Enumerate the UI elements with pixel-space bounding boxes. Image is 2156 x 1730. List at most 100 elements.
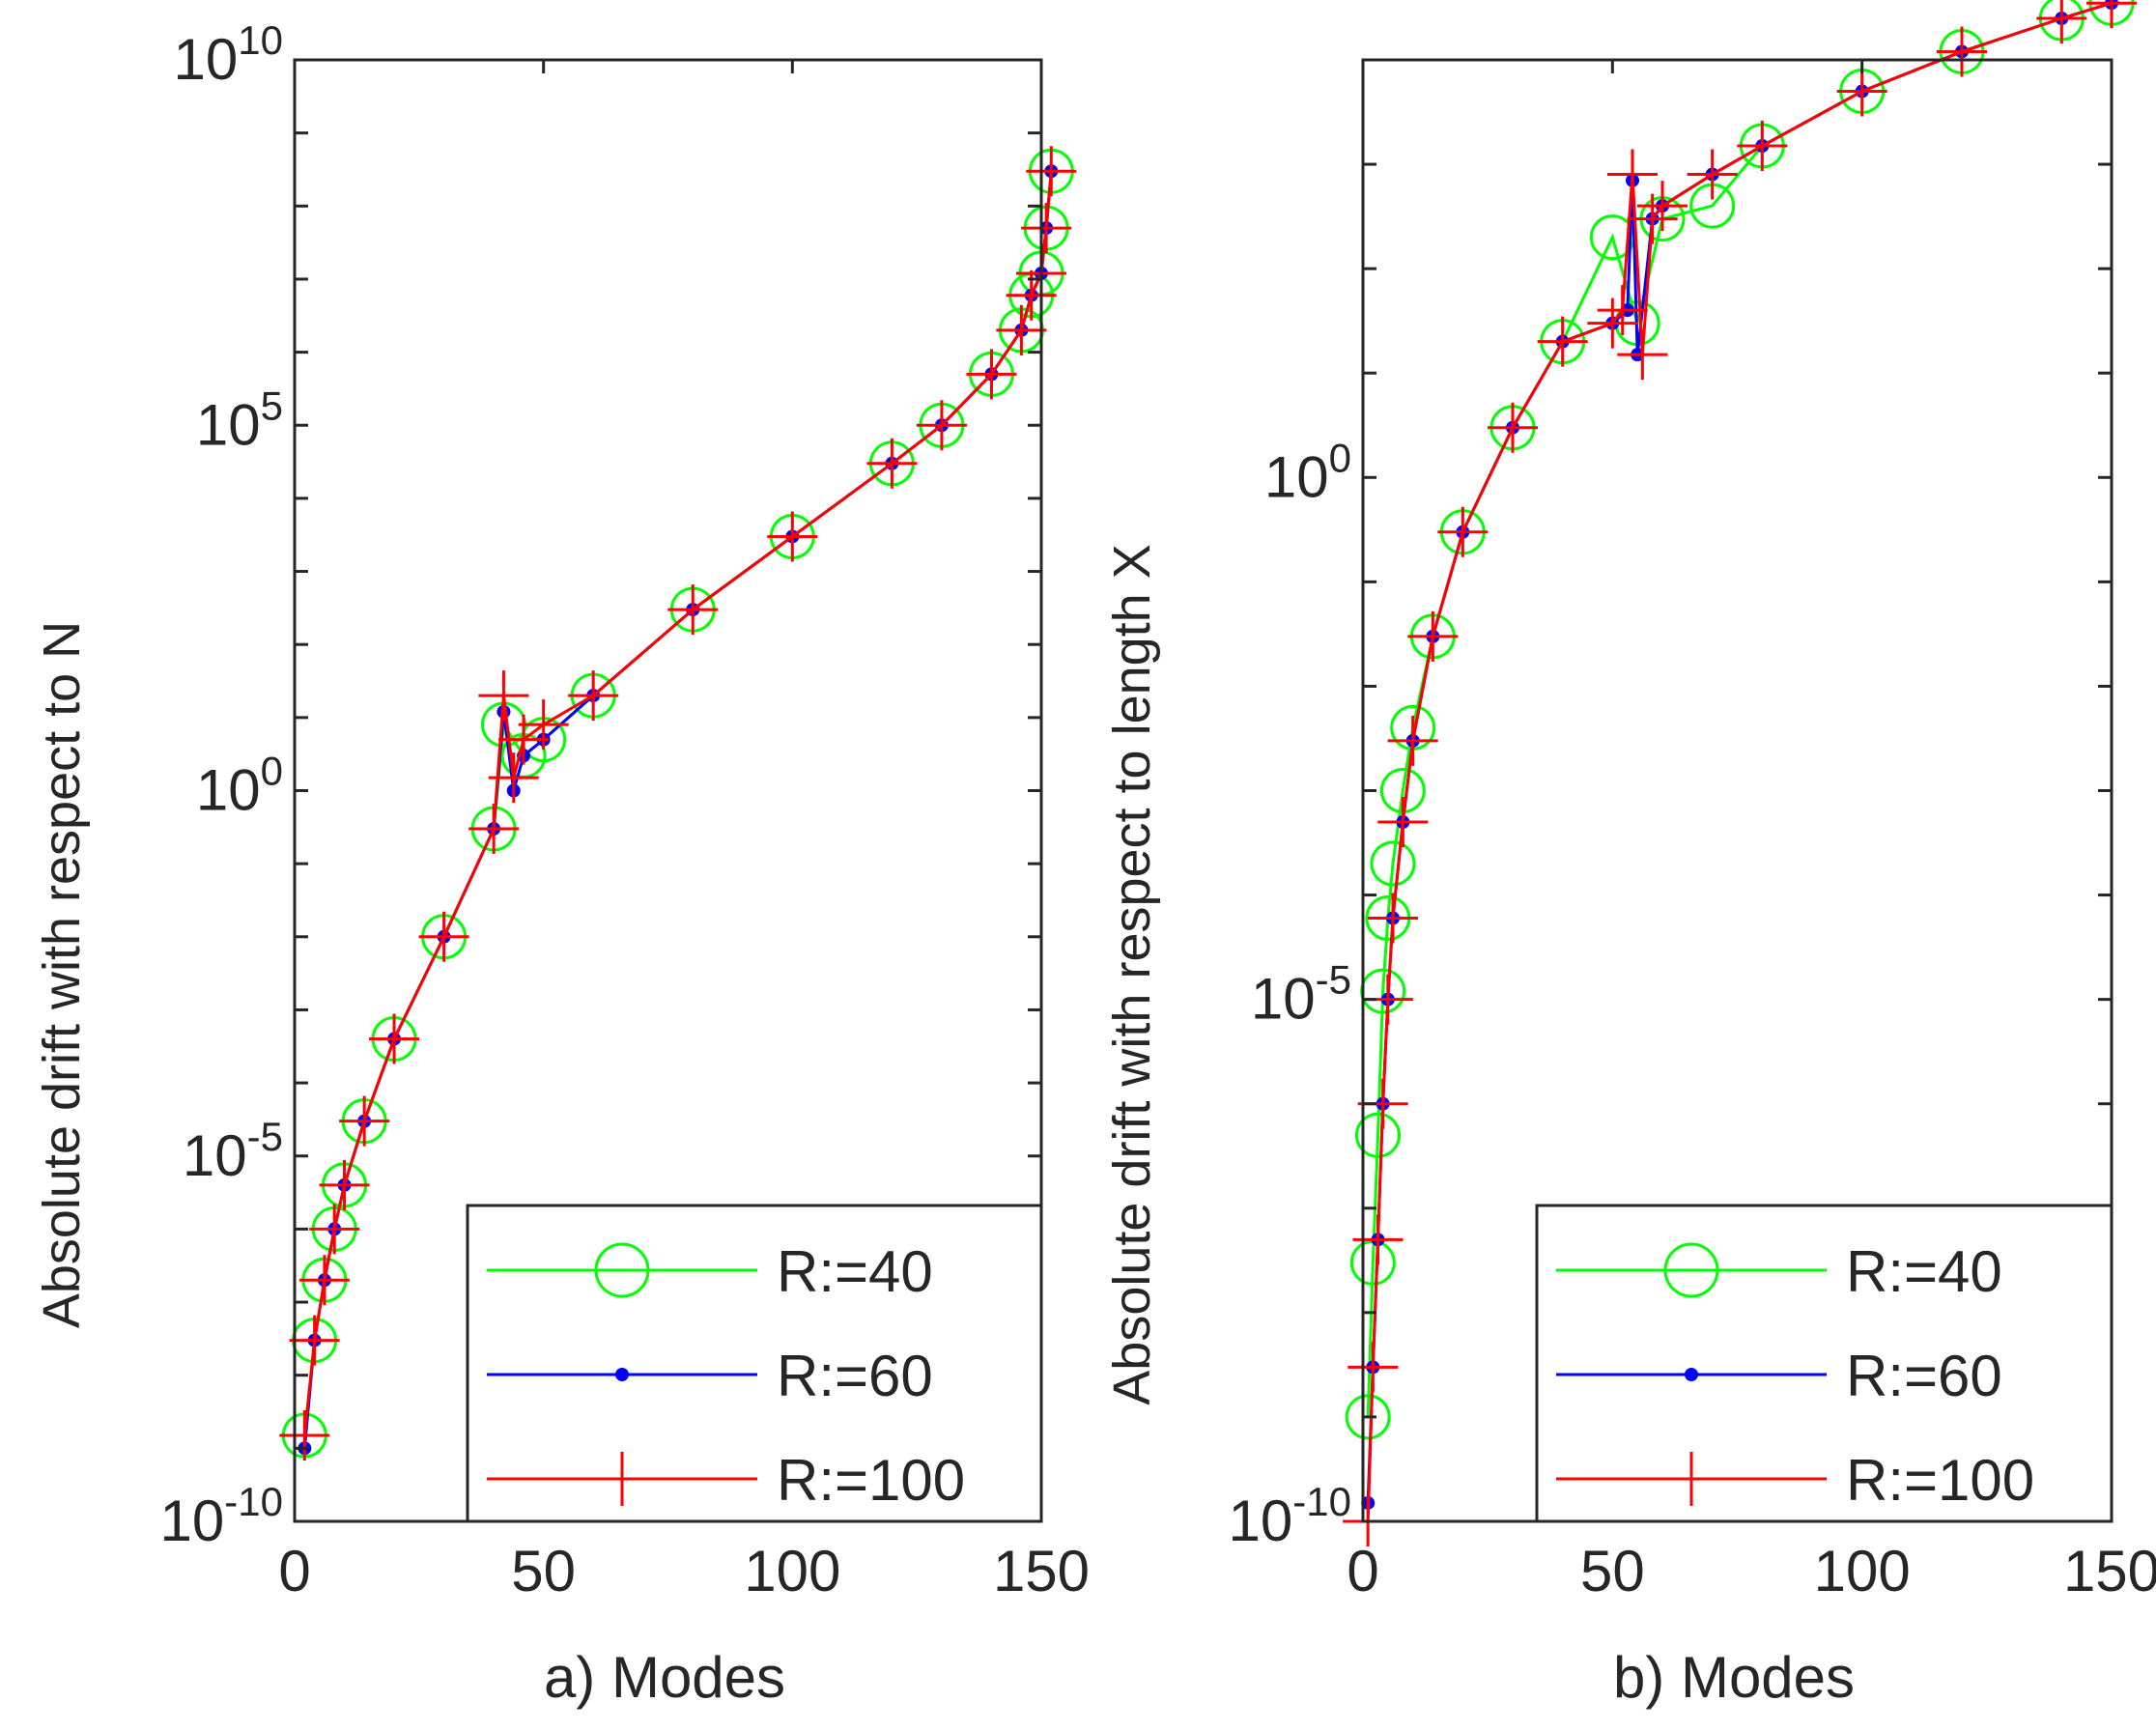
y-tick-exponent: 0 [261, 749, 283, 794]
data-point-plus [1937, 26, 1987, 77]
legend-marker-plus [1664, 1452, 1718, 1506]
panel-a-marks [279, 146, 1077, 1461]
y-tick-base: 10 [196, 758, 261, 823]
legend-box [466, 1204, 1043, 1523]
y-tick-exponent: 5 [261, 383, 283, 428]
data-point-plus [1368, 893, 1418, 944]
panel-b-ylabel: Absolute drift with respect to length X [1103, 544, 1161, 1404]
data-point-plus [339, 1095, 390, 1147]
data-point-plus [1737, 121, 1788, 172]
data-point-plus [1488, 402, 1538, 453]
y-tick-base: 10 [1251, 967, 1316, 1032]
data-point-plus [319, 1159, 370, 1210]
x-tick-label: 50 [1580, 1539, 1645, 1603]
y-tick-base: 10 [196, 392, 261, 457]
legend-label: R:=100 [1846, 1448, 2034, 1513]
data-point-plus [767, 511, 818, 562]
x-tick-label: 150 [2063, 1539, 2156, 1603]
y-tick-base: 10 [183, 1123, 247, 1188]
data-point-plus [667, 584, 719, 636]
data-point-plus [468, 804, 520, 855]
y-tick-label: 100 [1264, 435, 1351, 509]
legend-label: R:=40 [777, 1239, 933, 1304]
data-point-plus [1348, 1342, 1399, 1393]
panel-b-xlabel: b) Modes [1613, 1645, 1855, 1710]
data-point-circle [1345, 1394, 1391, 1440]
y-tick-label: 10-10 [160, 1479, 283, 1553]
data-point-plus [1637, 181, 1688, 232]
x-tick-label: 100 [744, 1539, 840, 1603]
series-line-R:=100 [302, 171, 1053, 1436]
y-tick-exponent: -10 [1292, 1479, 1351, 1524]
x-tick-label: 0 [1347, 1539, 1378, 1603]
legend-label: R:=60 [777, 1344, 933, 1408]
data-point-plus [279, 1410, 330, 1461]
y-tick-base: 10 [174, 27, 239, 92]
y-tick-exponent: -10 [224, 1479, 283, 1524]
data-point-plus [1387, 715, 1438, 766]
data-point-plus [1607, 149, 1658, 200]
data-point-plus [1617, 329, 1668, 381]
data-point-plus [518, 699, 569, 751]
data-point-plus [478, 670, 529, 722]
data-point-plus [369, 1013, 420, 1064]
legend-marker-plus [595, 1452, 649, 1506]
y-tick-label: 100 [196, 749, 283, 823]
data-point-plus [2086, 0, 2137, 29]
data-point-plus [1026, 146, 1077, 197]
data-point-plus [289, 1315, 340, 1366]
y-tick-label: 1010 [174, 17, 283, 92]
y-tick-label: 10-10 [1229, 1479, 1351, 1553]
data-point-plus [1597, 285, 1648, 336]
data-point-plus [1687, 149, 1738, 200]
data-point-plus [1407, 610, 1459, 662]
data-point-plus [1836, 66, 1887, 117]
data-point-plus [916, 400, 967, 451]
data-point-plus [1537, 316, 1588, 367]
legend-box [1535, 1204, 2113, 1523]
panel-a-xlabel: a) Modes [544, 1645, 785, 1710]
data-point-circle [1355, 1112, 1401, 1158]
panel-a-legend: R:=40 R:=60 R:=100 [466, 1204, 1043, 1523]
legend-label: R:=100 [777, 1448, 965, 1513]
panel-a-ylabel: Absolute drift with respect to N [33, 621, 91, 1328]
data-point-plus [309, 1204, 360, 1255]
data-point-plus [966, 349, 1017, 400]
x-tick-label: 0 [278, 1539, 310, 1603]
data-point-plus [1627, 193, 1678, 244]
data-point-plus [2036, 0, 2087, 43]
data-point-plus [1377, 797, 1429, 848]
legend-marker-dot [615, 1368, 629, 1381]
legend-marker-circle [594, 1242, 650, 1298]
y-tick-label: 10-5 [183, 1114, 283, 1188]
data-point-plus [996, 304, 1047, 355]
y-tick-exponent: -5 [247, 1114, 283, 1159]
x-tick-label: 100 [1814, 1539, 1911, 1603]
data-point-plus [1352, 1214, 1404, 1265]
x-tick-label: 50 [511, 1539, 576, 1603]
data-point-plus [1437, 506, 1489, 557]
panel-b-legend: R:=40 R:=60 R:=100 [1535, 1204, 2113, 1523]
y-tick-exponent: 0 [1329, 435, 1351, 480]
legend-marker-dot [1685, 1368, 1698, 1381]
data-point-plus [488, 752, 539, 804]
data-point-circle [1370, 840, 1416, 887]
panel-b-marks [1343, 0, 2137, 1546]
y-tick-base: 10 [1264, 444, 1329, 509]
data-point-plus [1587, 298, 1638, 349]
y-tick-label: 10-5 [1251, 957, 1351, 1032]
legend-marker-circle [1663, 1242, 1719, 1298]
data-point-plus [1021, 203, 1072, 254]
legend-label: R:=60 [1846, 1344, 2002, 1408]
data-point-plus [298, 1255, 350, 1306]
y-tick-exponent: -5 [1316, 957, 1351, 1003]
legend-label: R:=40 [1846, 1239, 2002, 1304]
data-point-plus [568, 670, 619, 722]
y-tick-base: 10 [1229, 1489, 1293, 1553]
y-tick-label: 105 [196, 383, 283, 457]
y-tick-exponent: 10 [238, 17, 283, 63]
